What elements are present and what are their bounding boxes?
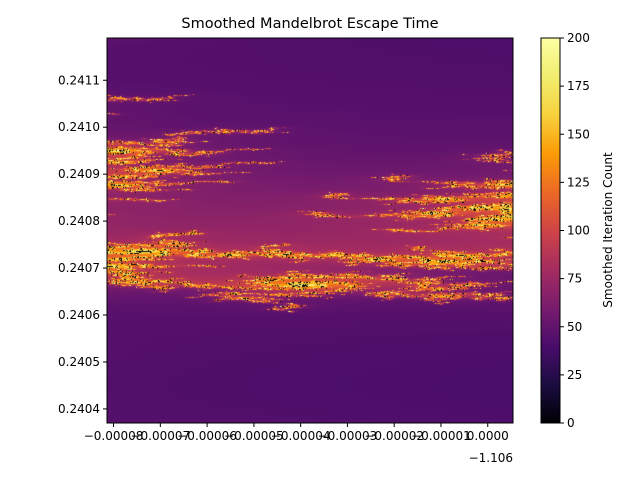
y-tick-label: 0.2411 <box>58 73 100 87</box>
y-tick-label: 0.2407 <box>58 261 100 275</box>
colorbar-tick-label: 75 <box>567 272 582 286</box>
x-tick-label: −0.00003 <box>318 429 378 443</box>
x-offset-label: −1.106 <box>469 451 513 465</box>
colorbar-tick-label: 200 <box>567 31 590 45</box>
x-tick-label: −0.00008 <box>84 429 144 443</box>
colorbar-tick-label: 25 <box>567 368 582 382</box>
y-tick-label: 0.2409 <box>58 167 100 181</box>
colorbar-tick-label: 150 <box>567 127 590 141</box>
colorbar-tick-label: 125 <box>567 175 590 189</box>
x-axis: −0.00008−0.00007−0.00006−0.00005−0.00004… <box>84 423 509 443</box>
heatmap-image <box>107 38 513 423</box>
x-tick-label: −0.00002 <box>364 429 424 443</box>
colorbar-label: Smoothed Iteration Count <box>601 152 615 308</box>
colorbar-tick-label: 100 <box>567 224 590 238</box>
x-tick-label: −0.00001 <box>411 429 471 443</box>
colorbar-tick-label: 175 <box>567 79 590 93</box>
x-tick-label: −0.00007 <box>130 429 190 443</box>
x-tick-label: −0.00005 <box>224 429 284 443</box>
colorbar <box>540 37 561 424</box>
x-tick-label: 0.0000 <box>467 429 509 443</box>
y-tick-label: 0.2405 <box>58 355 100 369</box>
y-tick-label: 0.2410 <box>58 120 100 134</box>
x-tick-label: −0.00004 <box>271 429 331 443</box>
colorbar-axis: 0 25 50 75 100 125 150 175 200 <box>560 31 590 430</box>
y-tick-label: 0.2408 <box>58 214 100 228</box>
colorbar-tick-label: 50 <box>567 320 582 334</box>
plot-frame <box>106 37 514 424</box>
y-axis: 0.2404 0.2405 0.2406 0.2407 0.2408 0.2409 0.24… <box>58 73 107 416</box>
x-tick-label: −0.00006 <box>177 429 237 443</box>
y-tick-label: 0.2404 <box>58 402 100 416</box>
colorbar-tick-label: 0 <box>567 416 575 430</box>
chart-title: Smoothed Mandelbrot Escape Time <box>181 16 438 32</box>
y-tick-label: 0.2406 <box>58 308 100 322</box>
